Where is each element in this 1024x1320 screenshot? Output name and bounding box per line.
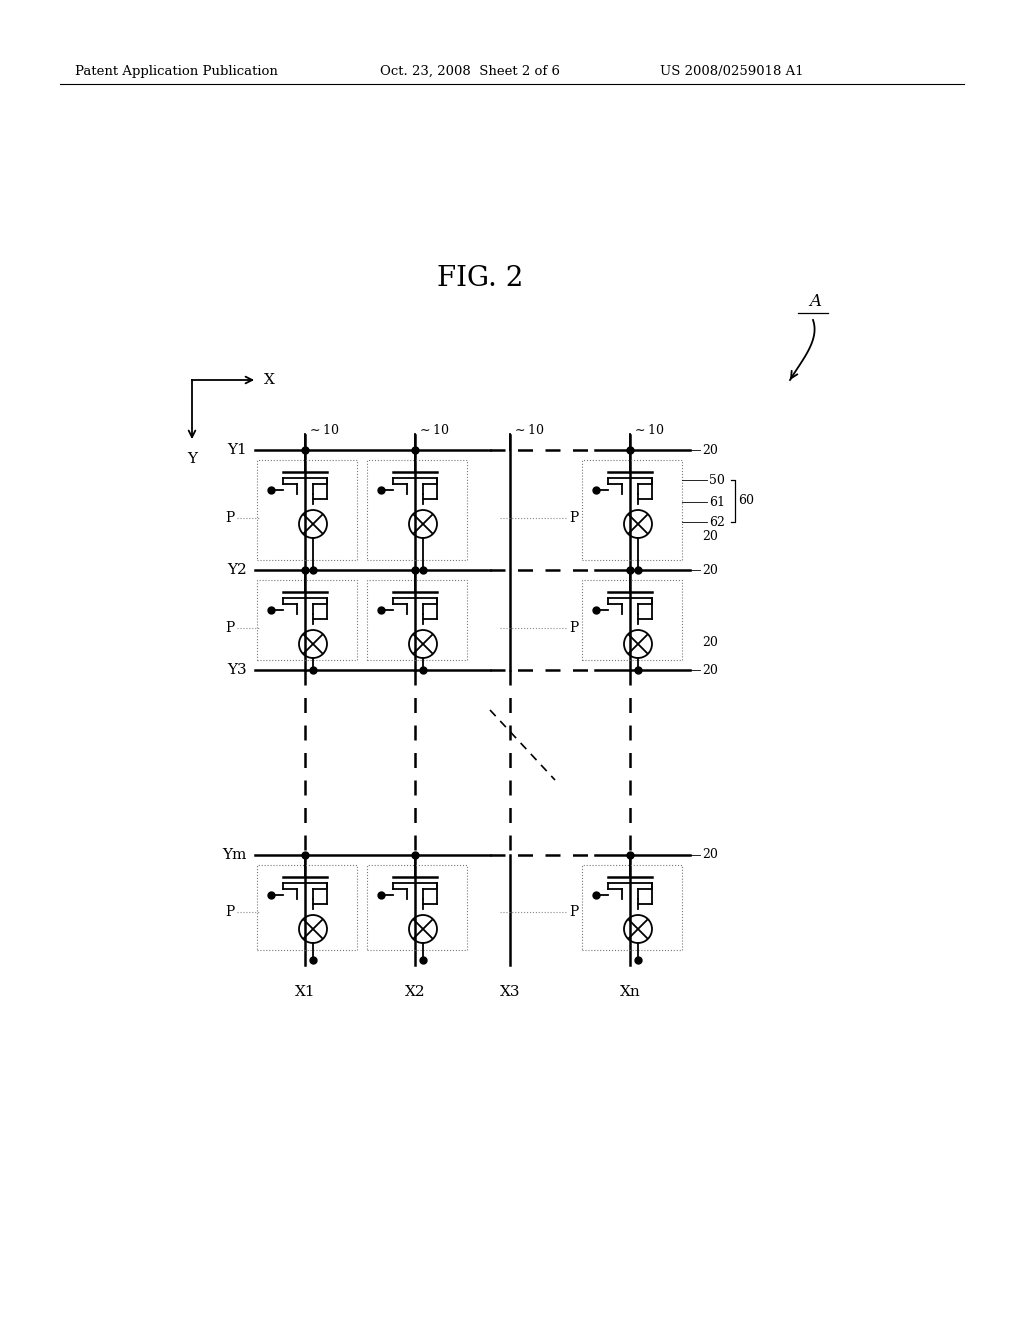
Text: Oct. 23, 2008  Sheet 2 of 6: Oct. 23, 2008 Sheet 2 of 6 xyxy=(380,65,560,78)
Text: 60: 60 xyxy=(738,495,754,507)
Text: Y: Y xyxy=(187,451,197,466)
Text: X1: X1 xyxy=(295,985,315,999)
Text: FIG. 2: FIG. 2 xyxy=(437,265,523,292)
Bar xyxy=(582,459,682,560)
Text: 20: 20 xyxy=(702,849,718,862)
Bar xyxy=(257,865,357,950)
Text: Y1: Y1 xyxy=(227,444,247,457)
Text: 20: 20 xyxy=(702,529,718,543)
Bar xyxy=(257,579,357,660)
Bar xyxy=(582,579,682,660)
Bar xyxy=(367,579,467,660)
Text: 20: 20 xyxy=(702,636,718,649)
Text: $\sim$10: $\sim$10 xyxy=(417,422,450,437)
Text: US 2008/0259018 A1: US 2008/0259018 A1 xyxy=(660,65,804,78)
Text: Y3: Y3 xyxy=(227,663,247,677)
Text: P: P xyxy=(225,620,234,635)
Text: 62: 62 xyxy=(709,516,725,528)
Text: A: A xyxy=(809,293,821,310)
Text: X2: X2 xyxy=(404,985,425,999)
Text: 61: 61 xyxy=(709,495,725,508)
Text: P: P xyxy=(225,511,234,525)
Text: $\sim$10: $\sim$10 xyxy=(512,422,545,437)
Text: 20: 20 xyxy=(702,564,718,577)
Text: X: X xyxy=(264,374,274,387)
Text: P: P xyxy=(569,620,579,635)
Bar xyxy=(257,459,357,560)
Text: Xn: Xn xyxy=(620,985,640,999)
Text: P: P xyxy=(225,906,234,919)
Text: $\sim$10: $\sim$10 xyxy=(307,422,340,437)
Text: $\sim$10: $\sim$10 xyxy=(632,422,665,437)
Text: Y2: Y2 xyxy=(227,564,247,577)
Text: X3: X3 xyxy=(500,985,520,999)
Text: P: P xyxy=(569,906,579,919)
Bar xyxy=(582,865,682,950)
Bar xyxy=(367,459,467,560)
Text: 20: 20 xyxy=(702,664,718,676)
Text: 20: 20 xyxy=(702,444,718,457)
Text: Ym: Ym xyxy=(222,847,247,862)
Text: 50: 50 xyxy=(709,474,725,487)
Text: Patent Application Publication: Patent Application Publication xyxy=(75,65,278,78)
Text: P: P xyxy=(569,511,579,525)
Bar xyxy=(367,865,467,950)
